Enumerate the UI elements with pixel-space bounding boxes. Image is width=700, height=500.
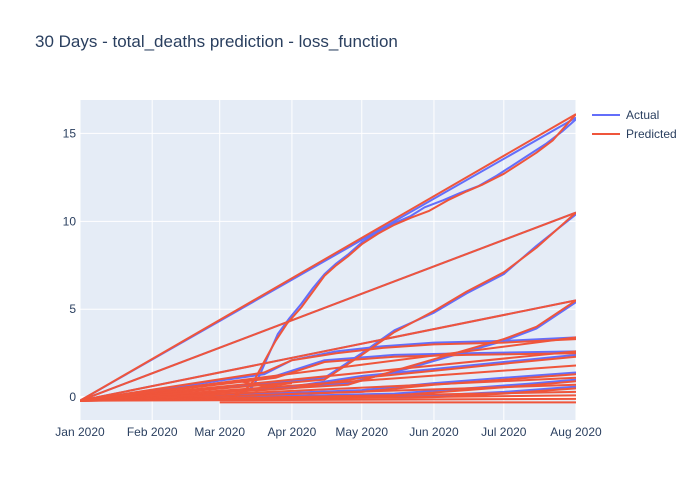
series-line-predicted (80, 350, 576, 402)
legend-item-predicted[interactable]: Predicted (592, 127, 677, 141)
series-line-predicted (80, 211, 576, 402)
series-line-predicted (80, 376, 576, 402)
y-tick-label: 5 (69, 302, 76, 316)
series-line-predicted (80, 113, 576, 402)
series-layer (80, 113, 576, 404)
y-tick-label: 0 (69, 390, 76, 404)
series-line-predicted (80, 364, 576, 402)
y-tick-label: 15 (63, 126, 77, 140)
legend-label: Predicted (626, 127, 677, 141)
x-tick-label: Feb 2020 (127, 425, 178, 439)
chart-title: 30 Days - total_deaths prediction - loss… (35, 32, 398, 51)
series-line-predicted (80, 380, 293, 402)
y-tick-label: 10 (63, 214, 77, 228)
axis-labels: Jan 2020 Feb 2020 Mar 2020 Apr 2020 May 2020… (55, 126, 602, 439)
x-tick-label: May 2020 (335, 425, 388, 439)
series-line-predicted (80, 383, 576, 402)
series-line-predicted (80, 338, 576, 402)
x-tick-label: Aug 2020 (550, 425, 602, 439)
legend-label: Actual (626, 108, 659, 122)
x-tick-label: Jul 2020 (481, 425, 527, 439)
series-line-predicted (80, 113, 576, 402)
series-line-predicted (80, 299, 576, 402)
x-tick-label: Jun 2020 (409, 425, 459, 439)
x-tick-label: Mar 2020 (194, 425, 245, 439)
series-line-actual (80, 336, 576, 402)
series-predicted (80, 113, 576, 404)
legend-item-actual[interactable]: Actual (592, 108, 659, 122)
x-tick-label: Apr 2020 (268, 425, 317, 439)
series-line-predicted (80, 397, 576, 402)
series-line-actual (80, 371, 576, 402)
x-tick-label: Jan 2020 (55, 425, 105, 439)
series-line-predicted (80, 211, 576, 402)
legend[interactable]: Actual Predicted (592, 108, 677, 141)
series-line-predicted (80, 355, 576, 402)
